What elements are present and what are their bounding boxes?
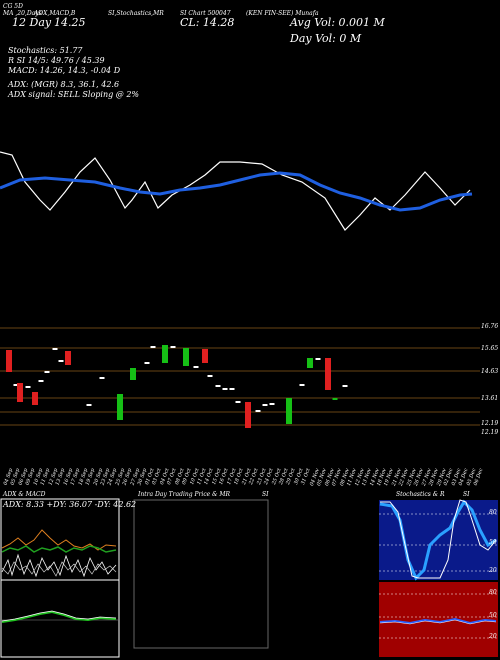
si-panel-bg [379, 582, 498, 657]
candle-11 [99, 377, 105, 379]
candle-5 [38, 380, 44, 382]
price-axis-label-1: 15.65 [481, 345, 499, 352]
candle-6 [44, 371, 50, 373]
candle-18 [183, 348, 189, 366]
stochastics-readout: Stochastics: 51.77 [8, 46, 83, 55]
candle-13 [130, 368, 136, 380]
top-text-4: (KEN FIN-SEE) Munafa [246, 10, 319, 17]
candle-27 [255, 410, 261, 412]
adx-panel-title: ADX & MACD [3, 491, 46, 498]
adx-panel-values: ADX: 8.33 +DY: 36.07 -DY: 42.62 [3, 500, 137, 509]
intra-panel-title: Intra Day Trading Price & MR [138, 491, 231, 498]
price-axis-label-4: 12.19 [481, 420, 499, 427]
si-line [379, 617, 497, 625]
candle-21 [207, 375, 213, 377]
top-text-1: ADX,MACD,B [34, 10, 76, 17]
si-readout: R SI 14/5: 49.76 / 45.39 [8, 56, 105, 65]
close-label: CL: 14.28 [180, 16, 235, 29]
candle-34 [325, 358, 331, 390]
macd-line [1, 610, 117, 622]
stoch-k-line [380, 499, 497, 579]
stoch-panel-title-2: SI [463, 491, 470, 498]
candle-29 [269, 403, 275, 405]
stoch-axis-50: 50 [489, 539, 497, 546]
indicator-strip: MA ,20,Days [3, 10, 42, 17]
top-text-3: SI Chart 500047 [180, 10, 231, 17]
candle-30 [286, 398, 292, 424]
candle-36 [342, 385, 348, 387]
day-vol: Day Vol: 0 M [290, 32, 362, 45]
avg-vol: Avg Vol: 0.001 M [290, 16, 385, 29]
candle-8 [58, 360, 64, 362]
adx-readout: ADX: (MGR) 8.3, 36.1, 42.6 [8, 80, 120, 89]
stoch-panel-title: Stochastics & R [396, 491, 445, 498]
price-axis-top: 16.76 [481, 323, 499, 330]
candle-10 [86, 404, 92, 406]
candle-35 [332, 398, 338, 400]
candle-15 [150, 346, 156, 348]
candle-19 [193, 366, 199, 368]
stoch-axis-80: 80 [489, 509, 497, 516]
price-line [0, 151, 471, 231]
code-label: CG 5D [3, 3, 23, 10]
adx-signal: ADX signal: SELL Sloping @ 2% [8, 90, 140, 99]
candle-12 [117, 394, 123, 420]
candle-9 [65, 351, 71, 365]
moving-average-line [0, 171, 473, 212]
candle-20 [202, 349, 208, 363]
macd-signal-line [1, 610, 117, 623]
adx-line [1, 545, 117, 553]
price-axis-label-2: 14.63 [481, 368, 499, 375]
candle-25 [235, 401, 241, 403]
adx-minus-di-line [1, 553, 117, 578]
candle-24 [229, 388, 235, 390]
candle-3 [25, 386, 31, 388]
candle-4 [32, 392, 38, 405]
candle-32 [307, 358, 313, 368]
candle-22 [215, 385, 221, 387]
adx-signal-line [1, 561, 117, 577]
candle-14 [144, 362, 150, 364]
last-price-value: 14.25 [54, 16, 86, 29]
top-text-2: SI,Stochastics,MR [108, 10, 164, 17]
candle-31 [299, 384, 305, 386]
si-axis-20: 20 [489, 633, 497, 640]
intra-day-panel-frame [133, 499, 269, 649]
price-axis-label-3: 13.61 [481, 395, 499, 402]
adx-panel-frame [0, 498, 120, 658]
last-price-label: 12 Day [12, 16, 52, 29]
si-axis-50: 50 [489, 612, 497, 619]
intra-panel-title-2: SI [262, 491, 269, 498]
stoch-axis-20: 20 [489, 567, 497, 574]
candle-23 [222, 388, 228, 390]
candle-26 [245, 402, 251, 428]
candle-0 [6, 350, 12, 372]
candle-17 [170, 346, 176, 348]
candle-33 [315, 358, 321, 360]
candle-16 [162, 345, 168, 363]
candle-2 [17, 383, 23, 402]
macd-readout: MACD: 14.26, 14.3, -0.04 D [8, 66, 121, 75]
candle-28 [262, 404, 268, 406]
si-signal-line [379, 619, 497, 625]
price-axis-label-5: 12.19 [481, 429, 499, 436]
candle-7 [52, 348, 58, 350]
candle-1 [13, 384, 19, 386]
si-axis-80: 80 [489, 589, 497, 596]
